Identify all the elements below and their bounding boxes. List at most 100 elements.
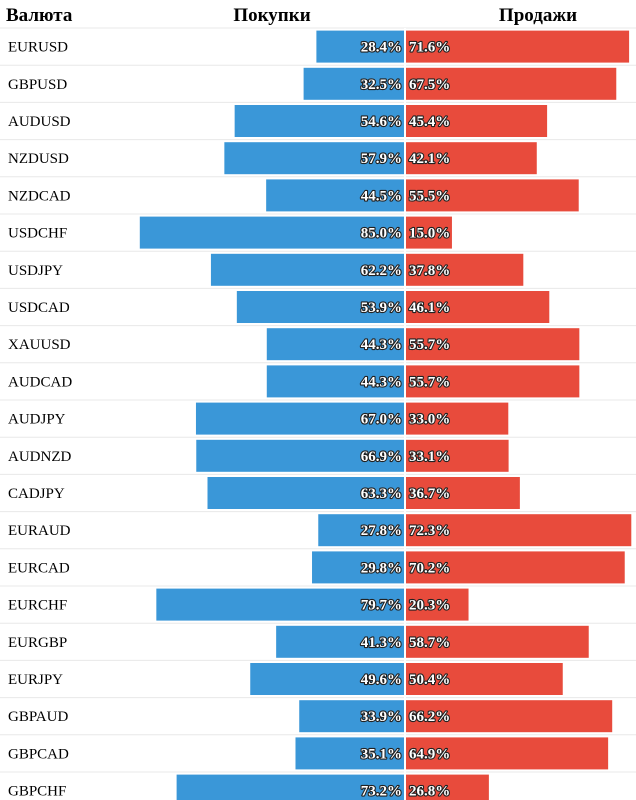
pair-label-usdcad: USDCAD <box>8 300 70 316</box>
header-sell: Продажи <box>499 5 577 26</box>
buy-pct-label-eurcad: 29.8% <box>361 560 402 576</box>
buy-pct-label-usdchf: 85.0% <box>361 226 402 242</box>
buy-pct-label-usdjpy: 62.2% <box>361 263 402 279</box>
sell-bar-eurjpy <box>405 663 563 695</box>
sell-pct-label-usdjpy: 37.8% <box>409 263 450 279</box>
sell-bar-eurcad <box>405 551 625 584</box>
buy-pct-label-nzdusd: 57.9% <box>361 151 402 167</box>
pair-label-eurgbp: EURGBP <box>8 635 67 651</box>
sell-pct-label-audcad: 55.7% <box>409 374 450 390</box>
buy-bar-xauusd <box>266 328 405 361</box>
pair-label-audcad: AUDCAD <box>8 374 72 390</box>
buy-bar-gbpchf <box>176 774 405 800</box>
buy-bar-eurjpy <box>250 663 405 695</box>
buy-bar-audusd <box>234 105 405 137</box>
buy-bar-euraud <box>318 514 405 547</box>
sell-pct-label-usdchf: 15.0% <box>409 226 450 242</box>
pair-label-xauusd: XAUUSD <box>8 337 71 353</box>
sell-pct-label-eurcad: 70.2% <box>409 560 450 576</box>
pair-label-eurusd: EURUSD <box>8 40 68 56</box>
buy-bar-audjpy <box>195 402 405 435</box>
buy-bar-audcad <box>266 365 405 398</box>
pair-label-nzdcad: NZDCAD <box>8 188 71 204</box>
header-pair: Валюта <box>6 5 73 26</box>
sell-bar-audjpy <box>405 402 509 435</box>
buy-bar-gbpaud <box>299 700 405 733</box>
buy-pct-label-xauusd: 44.3% <box>361 337 402 353</box>
sell-bar-gbpaud <box>405 700 613 733</box>
buy-pct-label-cadjpy: 63.3% <box>361 486 402 502</box>
header-buy: Покупки <box>233 5 310 26</box>
buy-bar-gbpcad <box>295 737 405 770</box>
buy-bar-eurusd <box>316 30 405 63</box>
buy-pct-label-euraud: 27.8% <box>361 523 402 539</box>
pair-label-euraud: EURAUD <box>8 523 71 539</box>
pair-label-gbpcad: GBPCAD <box>8 746 69 762</box>
buy-bar-eurchf <box>156 588 405 621</box>
sell-pct-label-gbpusd: 67.5% <box>409 77 450 93</box>
sell-pct-label-xauusd: 55.7% <box>409 337 450 353</box>
sell-pct-label-cadjpy: 36.7% <box>409 486 450 502</box>
buy-pct-label-usdcad: 53.9% <box>361 300 402 316</box>
buy-pct-label-audusd: 54.6% <box>361 114 402 130</box>
buy-pct-label-gbpcad: 35.1% <box>361 746 402 762</box>
sell-bar-eurgbp <box>405 625 589 658</box>
sell-bar-audcad <box>405 365 580 398</box>
sell-pct-label-eurusd: 71.6% <box>409 40 450 56</box>
buy-pct-label-gbpaud: 33.9% <box>361 709 402 725</box>
sell-bar-nzdcad <box>405 179 579 212</box>
sell-bar-audusd <box>405 105 548 137</box>
sell-bar-usdchf <box>405 216 452 249</box>
sell-bar-usdjpy <box>405 253 524 286</box>
sell-pct-label-audjpy: 33.0% <box>409 412 450 428</box>
buy-bar-usdjpy <box>210 253 405 286</box>
sell-pct-label-gbpaud: 66.2% <box>409 709 450 725</box>
sell-bar-eurusd <box>405 30 630 63</box>
sell-pct-label-gbpcad: 64.9% <box>409 746 450 762</box>
buy-pct-label-eurusd: 28.4% <box>361 40 402 56</box>
sell-pct-label-gbpchf: 26.8% <box>409 784 450 800</box>
buy-bar-usdcad <box>236 291 405 323</box>
pair-label-eurchf: EURCHF <box>8 598 67 614</box>
buy-pct-label-audnzd: 66.9% <box>361 449 402 465</box>
pair-label-nzdusd: NZDUSD <box>8 151 69 167</box>
sell-pct-label-usdcad: 46.1% <box>409 300 450 316</box>
pair-label-eurcad: EURCAD <box>8 560 70 576</box>
sell-pct-label-nzdcad: 55.5% <box>409 188 450 204</box>
buy-bar-gbpusd <box>303 67 405 100</box>
buy-pct-label-audcad: 44.3% <box>361 374 402 390</box>
sell-pct-label-audnzd: 33.1% <box>409 449 450 465</box>
sell-pct-label-eurgbp: 58.7% <box>409 635 450 651</box>
sell-bar-audnzd <box>405 439 509 472</box>
buy-bar-eurcad <box>312 551 405 584</box>
buy-pct-label-eurgbp: 41.3% <box>361 635 402 651</box>
buy-pct-label-gbpchf: 73.2% <box>361 784 402 800</box>
buy-pct-label-audjpy: 67.0% <box>361 412 402 428</box>
buy-pct-label-eurchf: 79.7% <box>361 598 402 614</box>
buy-bar-eurgbp <box>276 625 405 658</box>
pair-label-usdjpy: USDJPY <box>8 263 63 279</box>
pair-label-audusd: AUDUSD <box>8 114 71 130</box>
pair-label-eurjpy: EURJPY <box>8 672 63 688</box>
sell-pct-label-eurchf: 20.3% <box>409 598 450 614</box>
buy-pct-label-gbpusd: 32.5% <box>361 77 402 93</box>
sell-bar-usdcad <box>405 291 550 323</box>
sell-bar-gbpusd <box>405 67 617 100</box>
sell-pct-label-nzdusd: 42.1% <box>409 151 450 167</box>
sell-pct-label-euraud: 72.3% <box>409 523 450 539</box>
pair-label-gbpusd: GBPUSD <box>8 77 67 93</box>
chart-rows: EURUSD 28.4% 71.6% GBPUSD 32.5% 67.5% AUDUSD 54… <box>0 27 636 800</box>
buy-bar-audnzd <box>196 439 405 472</box>
sell-bar-cadjpy <box>405 477 520 509</box>
buy-bar-cadjpy <box>207 477 405 509</box>
sell-bar-eurchf <box>405 588 469 621</box>
sell-pct-label-audusd: 45.4% <box>409 114 450 130</box>
sell-bar-gbpcad <box>405 737 609 770</box>
pair-label-usdchf: USDCHF <box>8 226 67 242</box>
pair-label-gbpaud: GBPAUD <box>8 709 68 725</box>
buy-bar-nzdcad <box>266 179 405 212</box>
pair-label-gbpchf: GBPCHF <box>8 784 66 800</box>
buy-bar-usdchf <box>139 216 406 249</box>
sell-bar-euraud <box>405 514 632 547</box>
